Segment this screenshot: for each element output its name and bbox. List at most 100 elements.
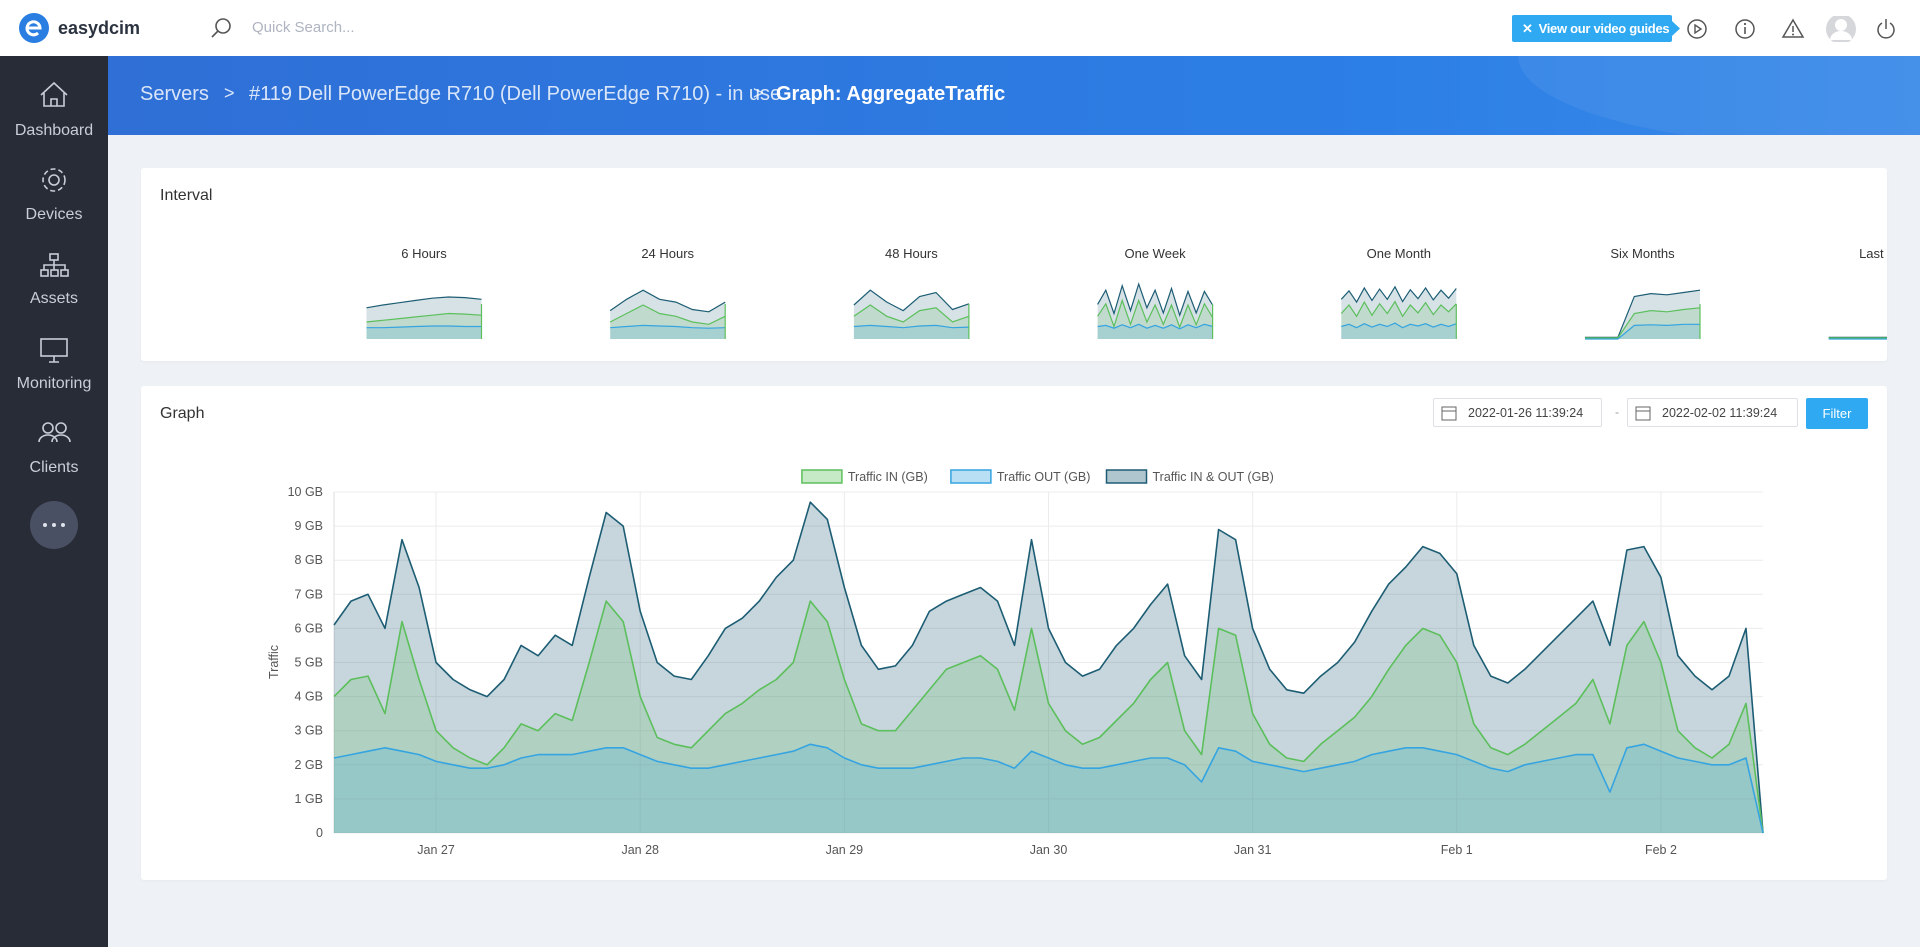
date-to: 2022-02-02 11:39:24 bbox=[1662, 406, 1778, 420]
breadcrumb-link[interactable]: Servers bbox=[140, 83, 209, 105]
nav-devices[interactable]: Devices bbox=[25, 206, 83, 223]
legend-label: Traffic IN & OUT (GB) bbox=[1153, 470, 1274, 484]
thumbnail-line bbox=[1341, 322, 1457, 329]
y-tick-label: 7 GB bbox=[295, 587, 324, 601]
series-area bbox=[334, 601, 1763, 833]
thumbnail-line bbox=[609, 289, 726, 313]
thumbnail-area bbox=[1097, 324, 1213, 339]
top-bar: easydcim Quick Search... ✕ View our video… bbox=[0, 0, 1920, 56]
logo-letter bbox=[25, 20, 42, 37]
breadcrumb-current: Graph: AggregateTraffic bbox=[776, 83, 1006, 105]
video-guides-label: View our video guides bbox=[1538, 21, 1670, 36]
interval-panel: Interval 6 Hours 24 Hours 48 Hours One Week… bbox=[141, 168, 1887, 361]
thumbnail-area bbox=[1828, 337, 1887, 339]
y-tick-label: 9 GB bbox=[295, 519, 324, 533]
y-tick-label: 3 GB bbox=[295, 724, 324, 738]
interval-thumbnail[interactable] bbox=[853, 289, 970, 339]
power-icon[interactable] bbox=[1877, 19, 1895, 39]
nav-monitoring[interactable]: Monitoring bbox=[16, 375, 92, 392]
thumbnail-line bbox=[853, 324, 969, 329]
monitoring-icon[interactable] bbox=[40, 338, 68, 363]
thumbnail-line bbox=[853, 289, 970, 312]
interval-thumbnail[interactable] bbox=[366, 296, 483, 339]
header-decoration bbox=[1518, 56, 1920, 135]
legend-swatch bbox=[801, 469, 843, 484]
x-tick-label: Jan 30 bbox=[1030, 843, 1068, 857]
breadcrumb-separator: > bbox=[753, 83, 764, 103]
legend-label: Traffic IN (GB) bbox=[848, 470, 928, 484]
x-tick-label: Jan 27 bbox=[417, 843, 455, 857]
interval-thumbnail[interactable] bbox=[1828, 289, 1887, 340]
info-icon[interactable] bbox=[1735, 19, 1755, 39]
date-to-input[interactable]: 2022-02-02 11:39:24 bbox=[1627, 398, 1798, 427]
thumbnail-line bbox=[1340, 300, 1457, 318]
interval-label: One Month bbox=[1367, 246, 1431, 261]
y-tick-label: 6 GB bbox=[295, 621, 324, 635]
series-line bbox=[333, 600, 1764, 834]
nav-assets[interactable]: Assets bbox=[29, 290, 78, 307]
search-icon[interactable] bbox=[210, 16, 234, 40]
clients-icon[interactable] bbox=[38, 422, 71, 443]
x-tick-label: Feb 2 bbox=[1645, 843, 1677, 857]
play-icon[interactable] bbox=[1687, 19, 1707, 39]
thumbnail-area bbox=[1585, 290, 1700, 339]
series-area bbox=[334, 502, 1763, 833]
date-from-input[interactable]: 2022-01-26 11:39:24 bbox=[1433, 398, 1602, 427]
logo[interactable]: easydcim bbox=[18, 10, 218, 46]
y-tick-label: 4 GB bbox=[295, 690, 324, 704]
interval-thumbnail[interactable] bbox=[1097, 282, 1214, 339]
x-tick-label: Jan 31 bbox=[1234, 843, 1272, 857]
breadcrumb-link[interactable]: #119 Dell PowerEdge R710 (Dell PowerEdge… bbox=[249, 83, 782, 105]
date-from: 2022-01-26 11:39:24 bbox=[1468, 406, 1584, 420]
dashboard-icon[interactable] bbox=[40, 81, 68, 107]
x-tick-label: Feb 1 bbox=[1441, 843, 1473, 857]
interval-thumbnail[interactable] bbox=[1585, 289, 1701, 340]
thumbnail-line bbox=[1585, 323, 1700, 340]
nav-icons bbox=[30, 81, 78, 549]
interval-thumbnail[interactable] bbox=[609, 289, 726, 339]
assets-icon[interactable] bbox=[40, 253, 69, 277]
thumbnail-area bbox=[366, 297, 482, 339]
interval-label: 24 Hours bbox=[641, 246, 694, 261]
sidebar: Dashboard Devices Assets Monitoring Clie… bbox=[0, 56, 108, 947]
video-guides-button[interactable]: ✕ View our video guides bbox=[1512, 15, 1672, 42]
interval-label: One Week bbox=[1125, 246, 1187, 261]
interval-label: 48 Hours bbox=[885, 246, 938, 261]
y-tick-label: 2 GB bbox=[295, 758, 324, 772]
thumbnail-line bbox=[853, 304, 970, 323]
devices-icon[interactable] bbox=[42, 168, 66, 192]
interval-label: 6 Hours bbox=[401, 246, 447, 261]
panel-title: Interval bbox=[160, 187, 213, 204]
top-icons bbox=[1687, 16, 1895, 42]
close-icon[interactable]: ✕ bbox=[1522, 21, 1533, 36]
series-area bbox=[334, 744, 1763, 833]
thumbnail-area bbox=[610, 325, 726, 339]
date-separator: - bbox=[1615, 405, 1619, 419]
thumbnail-line bbox=[1097, 323, 1213, 330]
interval-thumbnail[interactable] bbox=[1340, 285, 1457, 339]
thumbnail-area bbox=[366, 326, 482, 339]
y-tick-label: 5 GB bbox=[295, 656, 324, 670]
avatar[interactable] bbox=[1826, 16, 1856, 42]
interval-label: Six Months bbox=[1610, 246, 1675, 261]
thumbnail-line bbox=[1340, 285, 1457, 304]
thumbnail-line bbox=[366, 296, 482, 309]
thumbnail-line bbox=[1585, 307, 1701, 339]
nav-dashboard[interactable]: Dashboard bbox=[14, 122, 94, 139]
thumbnail-line bbox=[610, 324, 726, 329]
thumbnail-line bbox=[1097, 282, 1214, 318]
search-input[interactable]: Quick Search... bbox=[252, 19, 355, 36]
more-button[interactable] bbox=[30, 501, 78, 549]
x-tick-label: Jan 29 bbox=[826, 843, 864, 857]
thumbnail-area bbox=[853, 325, 969, 339]
alert-icon[interactable] bbox=[1781, 18, 1805, 38]
calendar-icon bbox=[1441, 406, 1457, 421]
thumbnail-line bbox=[609, 304, 726, 325]
breadcrumb-separator: > bbox=[224, 83, 235, 103]
brand: easydcim bbox=[58, 18, 140, 38]
nav-clients[interactable]: Clients bbox=[29, 459, 79, 476]
series-line bbox=[333, 501, 1764, 834]
y-tick-label: 10 GB bbox=[288, 485, 323, 499]
filter-button[interactable]: Filter bbox=[1806, 398, 1868, 429]
